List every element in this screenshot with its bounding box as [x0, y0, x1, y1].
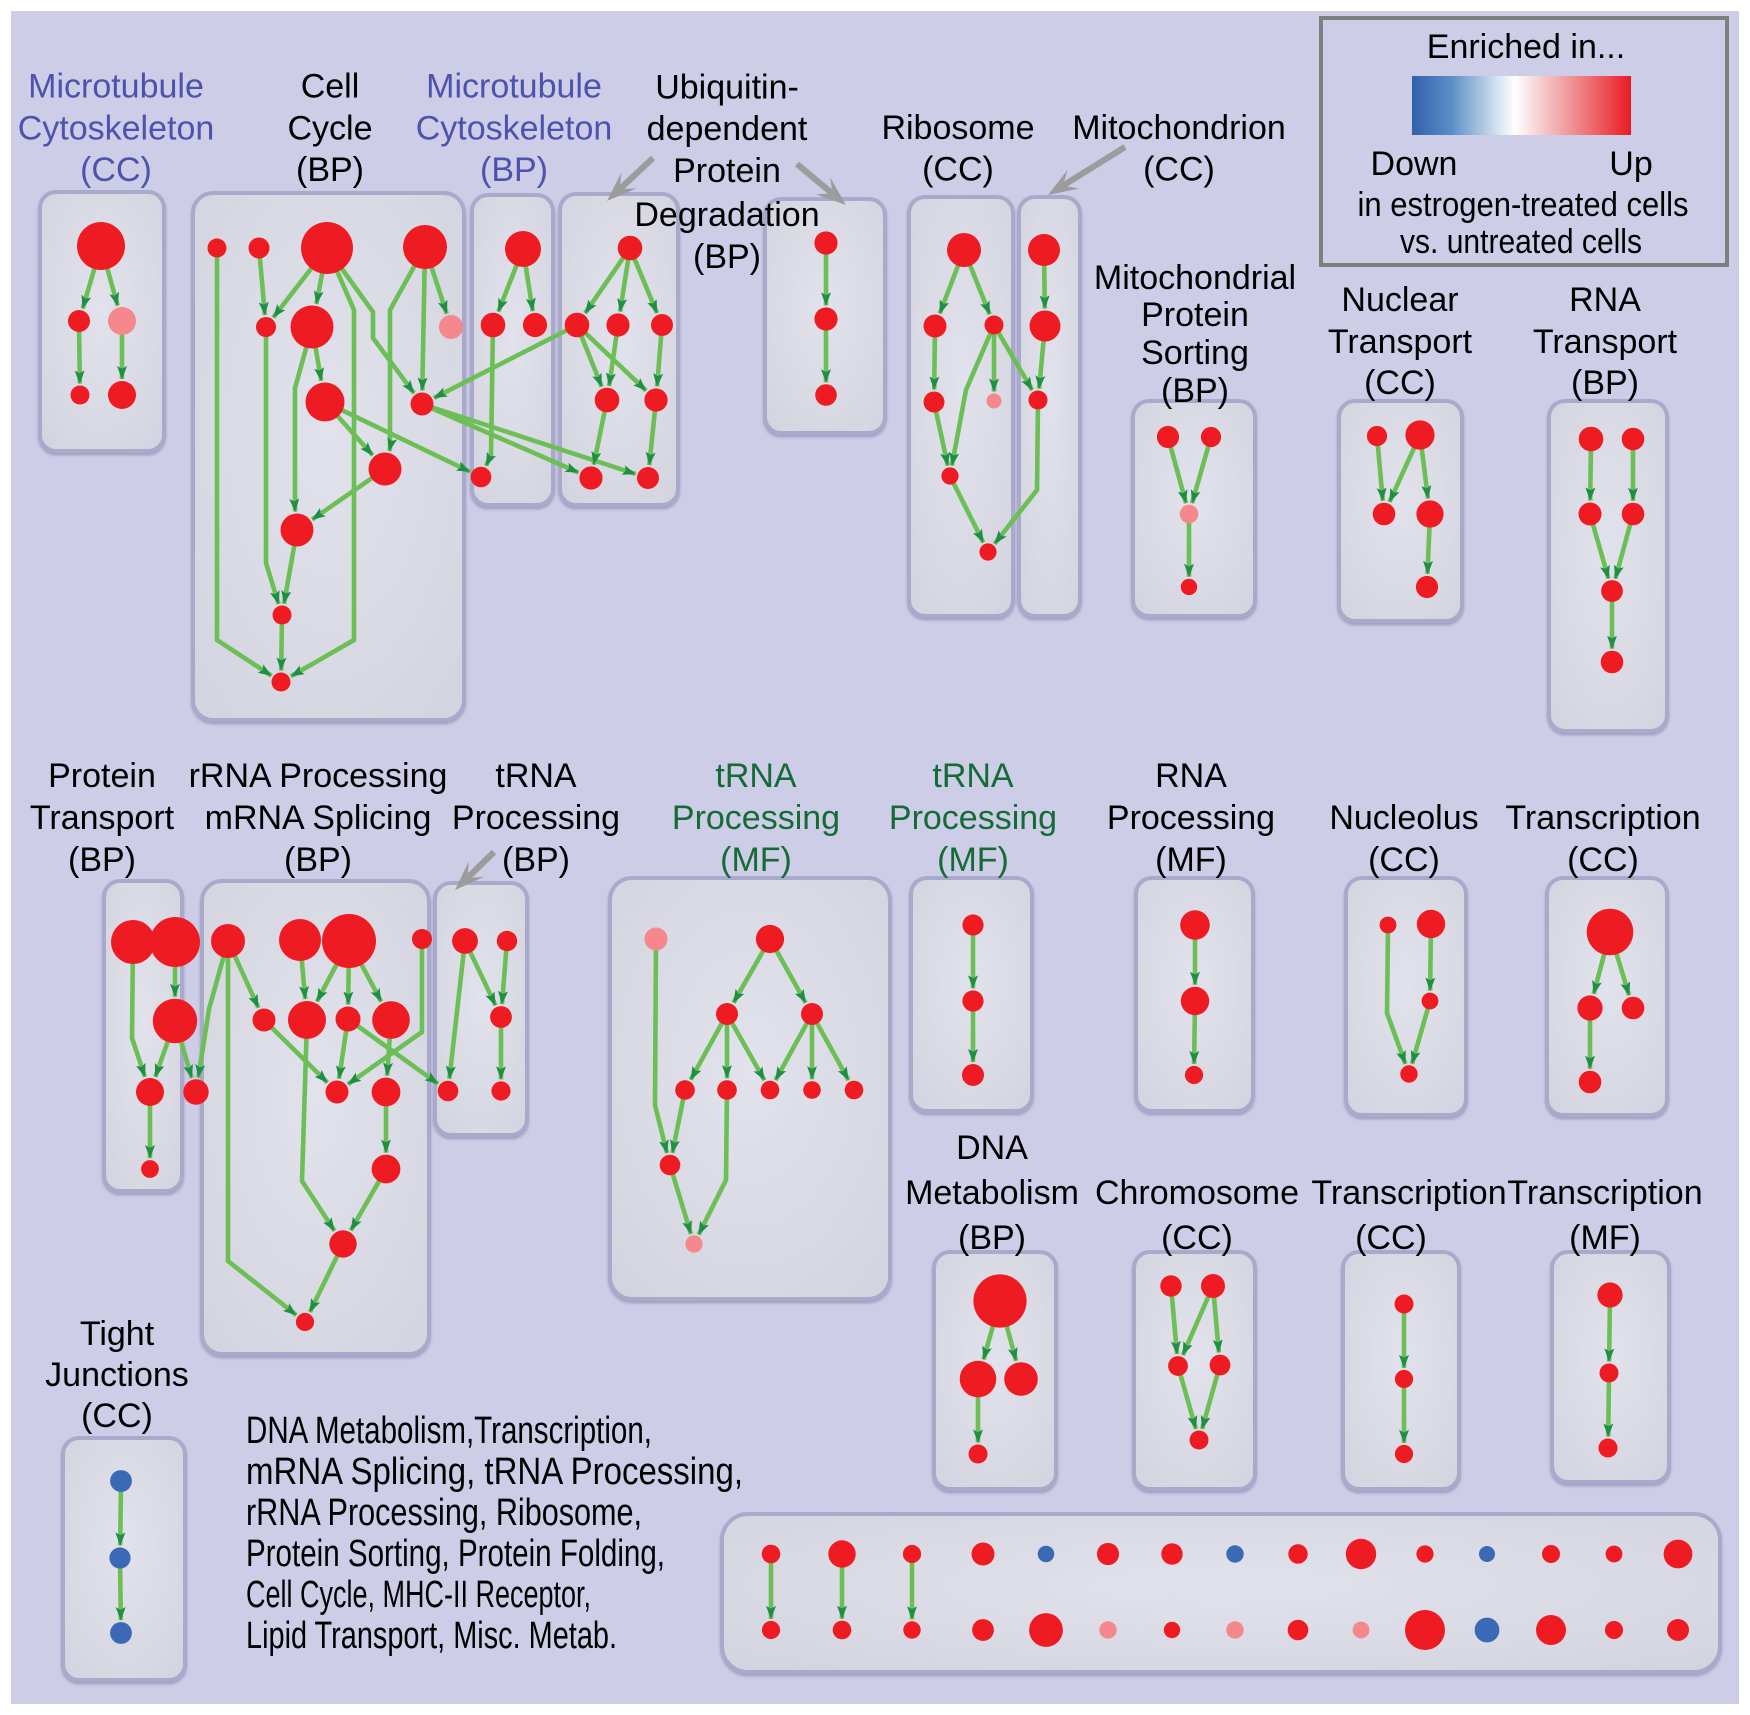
svg-text:Protein: Protein [673, 152, 781, 190]
svg-text:(BP): (BP) [1571, 364, 1639, 402]
svg-text:Enriched in...: Enriched in... [1427, 28, 1625, 66]
svg-text:(CC): (CC) [1364, 364, 1436, 402]
svg-text:Transport: Transport [1328, 323, 1473, 361]
svg-text:Cycle: Cycle [287, 110, 372, 148]
svg-text:Mitochondrial: Mitochondrial [1094, 259, 1296, 297]
svg-text:rRNA Processing, Ribosome,: rRNA Processing, Ribosome, [246, 1492, 642, 1534]
svg-text:Processing: Processing [1107, 799, 1275, 837]
svg-text:RNA: RNA [1569, 281, 1641, 319]
svg-text:Transport: Transport [30, 799, 175, 837]
svg-text:Transcription: Transcription [1311, 1174, 1506, 1212]
svg-text:Degradation: Degradation [634, 196, 819, 234]
svg-text:DNA: DNA [956, 1129, 1028, 1167]
svg-text:Protein: Protein [48, 757, 156, 795]
svg-text:Protein: Protein [1141, 296, 1249, 334]
svg-text:(CC): (CC) [1161, 1219, 1233, 1257]
svg-text:Down: Down [1371, 145, 1458, 183]
svg-text:(CC): (CC) [922, 151, 994, 189]
svg-text:(CC): (CC) [1143, 151, 1215, 189]
svg-text:Protein Sorting, Protein Foldi: Protein Sorting, Protein Folding, [246, 1533, 665, 1575]
svg-text:tRNA: tRNA [495, 757, 577, 795]
svg-text:(MF): (MF) [1155, 841, 1227, 879]
svg-text:Ribosome: Ribosome [881, 109, 1034, 147]
svg-text:Nucleolus: Nucleolus [1329, 799, 1478, 837]
svg-text:dependent: dependent [647, 110, 808, 148]
svg-text:Metabolism: Metabolism [905, 1174, 1079, 1212]
svg-text:(BP): (BP) [480, 151, 548, 189]
svg-text:Cell Cycle, MHC-II Receptor,: Cell Cycle, MHC-II Receptor, [246, 1574, 591, 1616]
svg-text:Transport: Transport [1533, 323, 1678, 361]
svg-text:Transcription: Transcription [1507, 1174, 1702, 1212]
svg-text:Transcription: Transcription [1505, 799, 1700, 837]
svg-text:Junctions: Junctions [45, 1356, 189, 1394]
svg-text:(MF): (MF) [937, 841, 1009, 879]
svg-text:Microtubule: Microtubule [426, 68, 602, 106]
svg-text:Nuclear: Nuclear [1341, 281, 1458, 319]
svg-text:(CC): (CC) [81, 1397, 153, 1435]
svg-text:(CC): (CC) [1368, 841, 1440, 879]
svg-text:Microtubule: Microtubule [28, 68, 204, 106]
svg-text:mRNA Splicing, tRNA Processing: mRNA Splicing, tRNA Processing, [246, 1451, 743, 1493]
svg-text:DNA Metabolism,Transcription,: DNA Metabolism,Transcription, [246, 1410, 652, 1452]
svg-text:(CC): (CC) [80, 151, 152, 189]
svg-text:tRNA: tRNA [715, 757, 797, 795]
svg-text:(BP): (BP) [296, 151, 364, 189]
svg-text:in estrogen-treated cells: in estrogen-treated cells [1358, 186, 1689, 224]
svg-text:Up: Up [1609, 145, 1652, 183]
svg-text:rRNA Processing: rRNA Processing [189, 757, 448, 795]
svg-text:Cytoskeleton: Cytoskeleton [18, 110, 215, 148]
svg-text:Cytoskeleton: Cytoskeleton [416, 110, 613, 148]
svg-text:mRNA Splicing: mRNA Splicing [205, 799, 432, 837]
svg-text:(MF): (MF) [720, 841, 792, 879]
svg-text:Cell: Cell [301, 68, 360, 106]
svg-text:(BP): (BP) [68, 841, 136, 879]
svg-text:tRNA: tRNA [932, 757, 1014, 795]
svg-text:Processing: Processing [889, 799, 1057, 837]
svg-text:(CC): (CC) [1567, 841, 1639, 879]
svg-text:(MF): (MF) [1569, 1219, 1641, 1257]
svg-text:(CC): (CC) [1355, 1219, 1427, 1257]
svg-text:Ubiquitin-: Ubiquitin- [655, 69, 799, 107]
svg-text:(BP): (BP) [958, 1219, 1026, 1257]
svg-text:Mitochondrion: Mitochondrion [1072, 109, 1286, 147]
svg-text:(BP): (BP) [1161, 372, 1229, 410]
svg-text:Tight: Tight [80, 1315, 155, 1353]
svg-text:(BP): (BP) [502, 841, 570, 879]
svg-text:Chromosome: Chromosome [1095, 1174, 1299, 1212]
svg-text:RNA: RNA [1155, 757, 1227, 795]
svg-text:Sorting: Sorting [1141, 334, 1249, 372]
svg-text:vs. untreated cells: vs. untreated cells [1400, 223, 1642, 261]
svg-text:Lipid Transport, Misc. Metab.: Lipid Transport, Misc. Metab. [246, 1615, 617, 1657]
svg-text:Processing: Processing [672, 799, 840, 837]
svg-text:(BP): (BP) [284, 841, 352, 879]
svg-text:(BP): (BP) [693, 238, 761, 276]
svg-text:Processing: Processing [452, 799, 620, 837]
